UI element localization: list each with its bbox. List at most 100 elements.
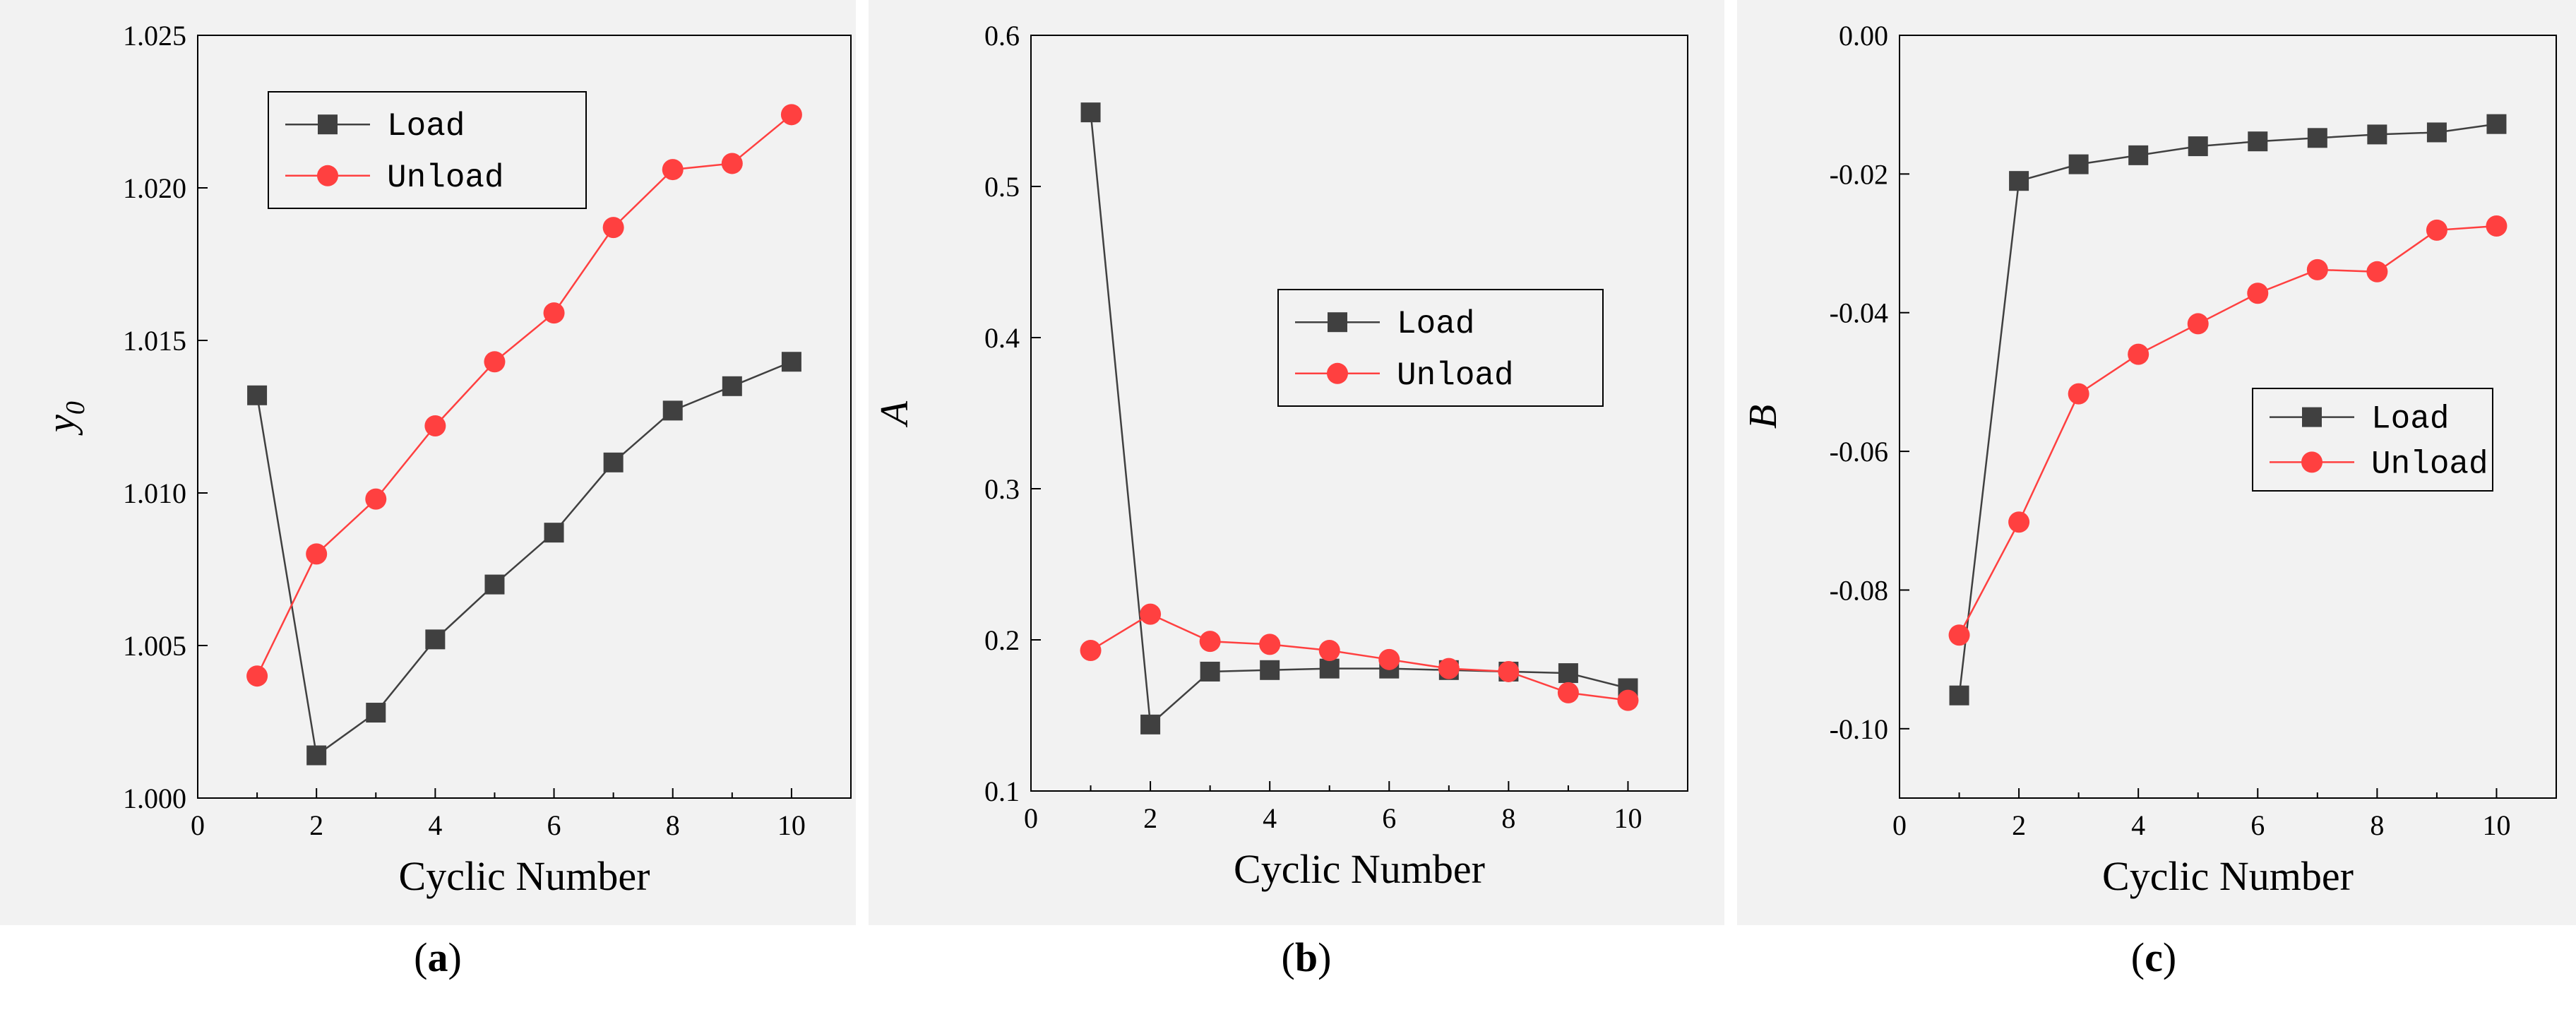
y-tick-label: 0.2 xyxy=(984,624,1020,656)
panel-label-close: ) xyxy=(448,934,462,980)
x-tick-label: 2 xyxy=(309,809,323,841)
y-tick-label: 1.000 xyxy=(123,783,186,814)
data-point-load xyxy=(2009,171,2029,191)
data-point-load xyxy=(1949,685,1969,706)
x-tick-label: 8 xyxy=(666,809,680,841)
legend-marker-unload xyxy=(1327,362,1348,384)
data-point-unload xyxy=(662,159,684,181)
data-point-unload xyxy=(2128,343,2149,365)
data-point-load xyxy=(2367,124,2387,145)
series-line xyxy=(1958,225,2497,636)
data-point-unload xyxy=(602,217,624,239)
data-point-unload xyxy=(2306,258,2328,280)
y-tick-label: 1.020 xyxy=(123,172,186,204)
panel-b-background xyxy=(869,0,1724,925)
y-tick-label: -0.08 xyxy=(1830,574,1888,606)
data-point-load xyxy=(425,629,446,650)
legend-label-unload: Unload xyxy=(2371,446,2488,482)
y-tick-label: 0.00 xyxy=(1839,20,1888,52)
data-point-unload xyxy=(2426,219,2447,241)
legend-marker-load xyxy=(2302,407,2322,427)
data-point-unload xyxy=(2187,313,2209,335)
data-point-unload xyxy=(1199,631,1221,653)
series-unload-c xyxy=(1948,215,2508,646)
legend-label-unload: Unload xyxy=(1397,357,1514,394)
data-point-load xyxy=(1080,102,1101,123)
data-point-load xyxy=(603,452,624,472)
x-tick-label: 4 xyxy=(2131,809,2145,841)
data-point-unload xyxy=(2008,511,2030,533)
x-tick-label: 0 xyxy=(1024,802,1038,834)
data-point-unload xyxy=(1318,639,1340,661)
data-point-load xyxy=(2307,128,2327,148)
x-tick-label: 2 xyxy=(2012,809,2026,841)
data-point-load xyxy=(2188,136,2208,157)
legend-box xyxy=(2252,388,2493,492)
legend-c: Load Unload xyxy=(2252,388,2493,492)
legend-marker-load xyxy=(318,114,338,135)
data-point-load xyxy=(662,400,683,421)
legend-box xyxy=(1277,289,1604,407)
x-tick-label: 2 xyxy=(1143,802,1157,834)
data-point-unload xyxy=(721,153,743,174)
y-tick-label: 1.015 xyxy=(123,325,186,357)
data-point-load xyxy=(2486,114,2507,134)
legend-marker-unload xyxy=(2301,451,2322,473)
panel-label-open: ( xyxy=(1282,934,1295,980)
y-axis-title: B xyxy=(1741,405,1785,429)
series-line xyxy=(1090,613,1628,701)
y-tick-label: 0.1 xyxy=(984,775,1020,807)
data-point-unload xyxy=(365,488,387,510)
data-point-unload xyxy=(2247,282,2269,304)
x-tick-label: 10 xyxy=(777,809,806,841)
data-point-unload xyxy=(1438,658,1460,679)
series-line xyxy=(256,114,792,677)
x-axis-title: Cyclic Number xyxy=(399,853,650,899)
chart-c: 0 2 4 6 8 10 -0.10 -0.08 -0.06 -0.04 -0.02 0.00 Cycl… xyxy=(1741,20,2557,899)
series-line xyxy=(1090,112,1628,727)
panel-c-background xyxy=(1737,0,2576,925)
plot-frame-a xyxy=(197,35,852,799)
y-tick-label: -0.02 xyxy=(1830,158,1888,190)
data-point-unload xyxy=(1140,603,1162,625)
y-tick-label: 1.005 xyxy=(123,630,186,662)
data-point-load xyxy=(722,376,742,396)
x-axis-title: Cyclic Number xyxy=(1234,846,1485,892)
data-point-load xyxy=(544,523,564,543)
series-unload-a xyxy=(246,104,802,687)
data-point-load xyxy=(247,385,268,405)
panel-label-b: (b) xyxy=(1282,934,1332,980)
data-point-load xyxy=(2248,131,2268,152)
data-point-unload xyxy=(543,302,565,324)
data-point-load xyxy=(484,574,505,595)
x-tick-label: 10 xyxy=(2482,809,2510,841)
series-unload-b xyxy=(1080,603,1639,711)
panel-label-letter: a xyxy=(428,934,448,980)
x-tick-label: 6 xyxy=(2250,809,2265,841)
y-axis-title: y0 xyxy=(40,401,90,436)
data-point-unload xyxy=(780,104,802,126)
y-tick-label: 0.3 xyxy=(984,473,1020,505)
data-point-load xyxy=(1140,714,1161,734)
y-tick-label: -0.04 xyxy=(1830,297,1888,329)
data-point-load xyxy=(1200,661,1220,682)
x-tick-label: 8 xyxy=(1501,802,1515,834)
panel-a-background xyxy=(0,0,856,925)
series-load-c xyxy=(1949,114,2507,706)
panel-label-a: (a) xyxy=(414,934,462,980)
data-point-unload xyxy=(306,543,328,565)
x-tick-label: 4 xyxy=(1263,802,1277,834)
data-point-unload xyxy=(1080,639,1102,661)
x-tick-label: 8 xyxy=(2370,809,2384,841)
x-tick-label: 10 xyxy=(1614,802,1642,834)
legend-marker-unload xyxy=(317,165,338,186)
y-axis-title-main: A xyxy=(873,400,917,428)
plot-frame-c xyxy=(1899,35,2557,799)
data-point-unload xyxy=(2486,215,2508,237)
y-tick-label: 1.025 xyxy=(123,20,186,52)
y-axis-title-subscript: 0 xyxy=(61,401,90,415)
x-tick-label: 4 xyxy=(428,809,442,841)
series-line xyxy=(1958,123,2497,696)
y-tick-label: 0.5 xyxy=(984,171,1020,203)
